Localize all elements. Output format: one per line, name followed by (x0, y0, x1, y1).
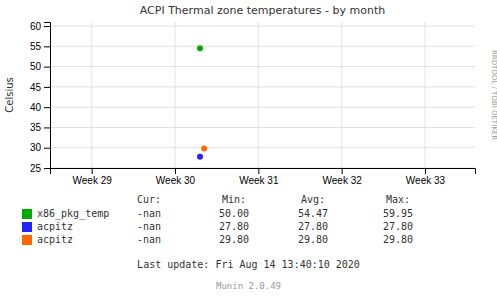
grid-line-y (50, 127, 475, 128)
grid-line-y (50, 107, 475, 108)
y-tick: 55 (30, 41, 50, 52)
legend-stat: 27.80 (219, 221, 249, 232)
x-tick-mark (258, 168, 259, 174)
x-tick-label: Week 33 (406, 175, 446, 186)
legend-stat: 29.80 (219, 234, 249, 245)
y-tick-mark (44, 107, 50, 108)
x-axis-line (51, 169, 476, 175)
x-tick-mark (175, 168, 176, 174)
grid (50, 22, 475, 168)
legend-stat: 59.95 (383, 208, 413, 219)
y-tick-label: 60 (30, 21, 42, 32)
x-tick-label: Week 30 (156, 175, 196, 186)
legend-stat: -nan (137, 208, 161, 219)
x-tick: Week 33 (406, 168, 446, 186)
x-tick: Week 29 (73, 168, 113, 186)
y-tick-label: 35 (30, 122, 42, 133)
points (197, 45, 207, 159)
y-axis-line (44, 23, 51, 169)
y-tick: 40 (30, 102, 50, 113)
footer: Last update: Fri Aug 14 13:40:10 2020 (137, 259, 360, 270)
y-tick-label: 50 (30, 61, 42, 72)
y-tick-label: 30 (30, 142, 42, 153)
legend-stat: 29.80 (298, 234, 328, 245)
legend-stat: 54.47 (298, 208, 328, 219)
legend-header: Min: (222, 194, 246, 205)
point (201, 146, 207, 152)
grid-line-x (425, 22, 426, 168)
x-axis: Week 29 Week 30 Week 31 Week 32 Week 33 (51, 168, 476, 186)
y-tick-label: 55 (30, 41, 42, 52)
y-axis: 25 30 35 40 45 50 55 60 (30, 21, 51, 174)
y-tick-mark (44, 168, 50, 169)
y-tick: 45 (30, 82, 50, 93)
title: ACPI Thermal zone temperatures - by mont… (140, 4, 385, 17)
y-tick-mark (44, 87, 50, 88)
y-tick: 30 (30, 142, 50, 153)
legend-swatch (22, 209, 32, 219)
x-tick: Week 31 (239, 168, 279, 186)
y-axis-title: Celsius (4, 77, 15, 112)
y-tick-label: 25 (30, 163, 42, 174)
grid-line-y (50, 66, 475, 67)
legend-stat: 27.80 (298, 221, 328, 232)
y-tick-mark (44, 148, 50, 149)
y-tick: 25 (30, 163, 50, 174)
y-tick: 35 (30, 122, 50, 133)
legend-stat: 50.00 (219, 208, 249, 219)
y-tick-mark (44, 67, 50, 68)
grid-line-y (50, 147, 475, 148)
legend-stat: 27.80 (383, 221, 413, 232)
x-tick-label: Week 29 (73, 175, 113, 186)
x-tick: Week 32 (323, 168, 363, 186)
grid-line-x (175, 22, 176, 168)
x-tick-mark (92, 168, 93, 174)
y-tick: 60 (30, 21, 50, 32)
grid-line-x (341, 22, 342, 168)
legend-header: Cur: (137, 194, 161, 205)
version-label: Munin 2.0.49 (216, 281, 281, 291)
legend: Cur: Min: Avg: Max: x86_pkg_temp -nan 50.00 54.… (22, 194, 413, 245)
x-tick-mark (342, 168, 343, 174)
grid-line-y (50, 26, 475, 27)
legend-stat: -nan (137, 234, 161, 245)
chart: Week 29 Week 30 Week 31 Week 32 Week 33 25 30 3… (0, 0, 497, 299)
legend-swatch (22, 235, 32, 245)
y-tick-label: 45 (30, 82, 42, 93)
y-tick-mark (44, 127, 50, 128)
x-tick: Week 30 (156, 168, 196, 186)
y-tick-label: 40 (30, 102, 42, 113)
legend-stat: 29.80 (383, 234, 413, 245)
grid-line-x (258, 22, 259, 168)
y-tick-mark (44, 26, 50, 27)
legend-label: x86_pkg_temp (37, 208, 109, 220)
legend-stat: -nan (137, 221, 161, 232)
x-tick-mark (425, 168, 426, 174)
y-tick-mark (44, 46, 50, 47)
grid-line-x (91, 22, 92, 168)
side-label: RRDTOOL / TOBI OETIKER (490, 50, 497, 140)
grid-line-y (50, 86, 475, 87)
x-tick-label: Week 32 (323, 175, 363, 186)
grid-line-y (50, 46, 475, 47)
legend-label: acpitz (37, 221, 73, 232)
y-tick: 50 (30, 61, 50, 72)
legend-label: acpitz (37, 234, 73, 245)
point (197, 45, 203, 51)
x-tick-label: Week 31 (239, 175, 279, 186)
legend-header: Avg: (301, 194, 325, 205)
point (197, 154, 203, 160)
legend-swatch (22, 222, 32, 232)
legend-header: Max: (386, 194, 410, 205)
